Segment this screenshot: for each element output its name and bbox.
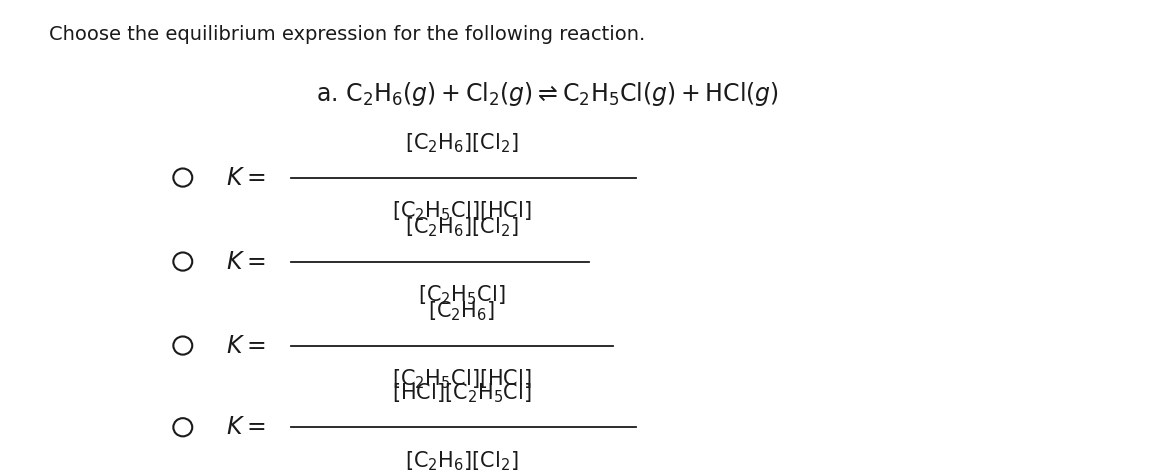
- Text: Choose the equilibrium expression for the following reaction.: Choose the equilibrium expression for th…: [49, 26, 645, 45]
- Text: $[\mathrm{C_2H_5Cl}][\mathrm{HCl}]$: $[\mathrm{C_2H_5Cl}][\mathrm{HCl}]$: [392, 200, 531, 223]
- Text: $[\mathrm{C_2H_5Cl}][\mathrm{HCl}]$: $[\mathrm{C_2H_5Cl}][\mathrm{HCl}]$: [392, 368, 531, 391]
- Text: $K =$: $K =$: [225, 415, 265, 439]
- Text: $[\mathrm{C_2H_6}][\mathrm{Cl_2}]$: $[\mathrm{C_2H_6}][\mathrm{Cl_2}]$: [405, 216, 518, 239]
- Text: $[\mathrm{C_2H_6}]$: $[\mathrm{C_2H_6}]$: [428, 300, 495, 323]
- Text: $[\mathrm{C_2H_6}][\mathrm{Cl_2}]$: $[\mathrm{C_2H_6}][\mathrm{Cl_2}]$: [405, 132, 518, 155]
- Text: $K =$: $K =$: [225, 333, 265, 358]
- Text: $[\mathrm{C_2H_6}][\mathrm{Cl_2}]$: $[\mathrm{C_2H_6}][\mathrm{Cl_2}]$: [405, 449, 518, 473]
- Text: $K =$: $K =$: [225, 166, 265, 190]
- Text: $K =$: $K =$: [225, 249, 265, 274]
- Text: $[\mathrm{HCl}][\mathrm{C_2H_5Cl}]$: $[\mathrm{HCl}][\mathrm{C_2H_5Cl}]$: [392, 381, 531, 405]
- Text: a. $\mathrm{C_2H_6}(g) + \mathrm{Cl_2}(g) \rightleftharpoons \mathrm{C_2H_5Cl}(g: a. $\mathrm{C_2H_6}(g) + \mathrm{Cl_2}(g…: [316, 80, 780, 107]
- Text: $[\mathrm{C_2H_5Cl}]$: $[\mathrm{C_2H_5Cl}]$: [418, 284, 505, 307]
